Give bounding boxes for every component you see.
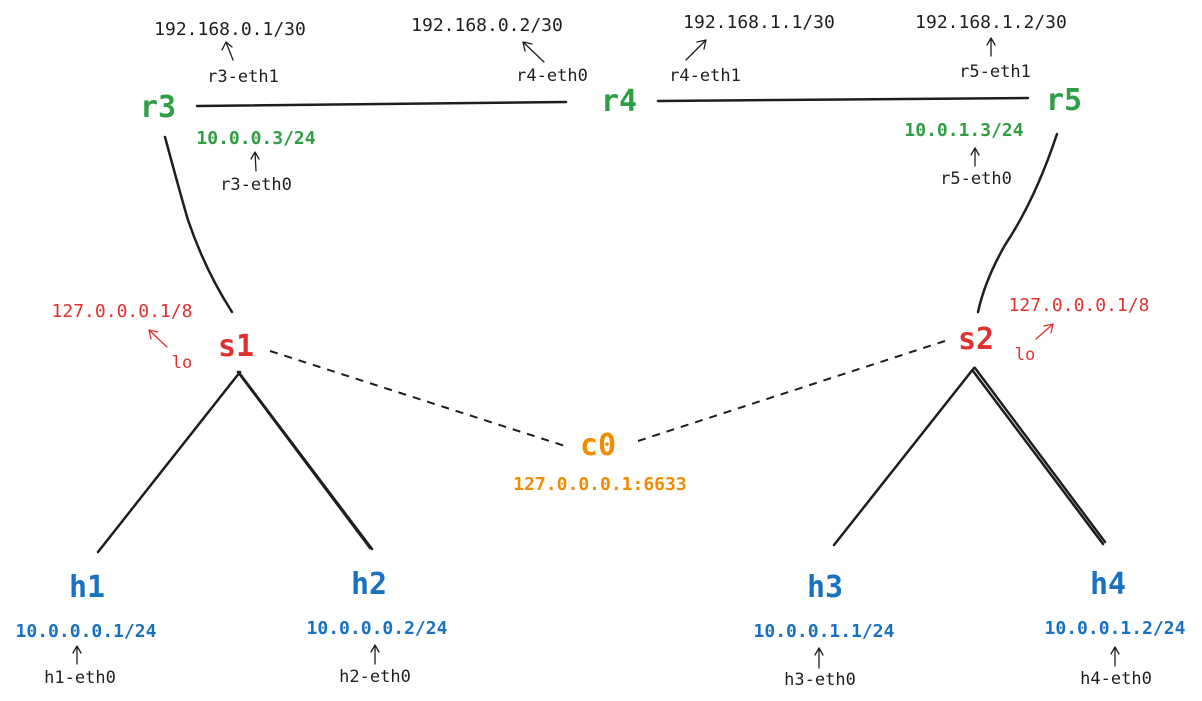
- s1-loopback-ip: 127.0.0.0.1/8: [52, 301, 193, 322]
- control-link-s1-c0: [269, 350, 566, 447]
- link-s2-h3: [832, 366, 976, 547]
- r5-lan-ip: 10.0.1.3/24: [904, 120, 1023, 141]
- host-h2-label: h2: [351, 567, 387, 602]
- link-r3-s1: [163, 135, 234, 314]
- h4-ip: 10.0.0.1.2/24: [1045, 618, 1186, 639]
- switch-s2-label: s2: [958, 322, 994, 357]
- link-s1-h2-stroke2: [236, 370, 372, 550]
- host-h4-label: h4: [1090, 567, 1126, 602]
- host-h3-label: h3: [807, 570, 843, 605]
- r5-wan-iface: r5-eth1: [959, 62, 1031, 82]
- s1-lo-arrow-icon: [148, 329, 168, 348]
- h3-ip: 10.0.0.1.1/24: [754, 621, 895, 642]
- r4-right-ip: 192.168.1.1/30: [683, 12, 835, 33]
- r4-eth1-arrow-icon: [685, 39, 707, 61]
- h3-eth0-arrow-icon: [814, 647, 824, 669]
- r5-eth1-arrow-icon: [986, 37, 996, 57]
- link-r3-r4: [195, 100, 568, 108]
- r3-lan-iface: r3-eth0: [220, 175, 292, 195]
- s1-loopback-iface: lo: [172, 353, 192, 373]
- r5-wan-ip: 192.168.1.2/30: [915, 12, 1067, 33]
- switch-s1-label: s1: [218, 329, 254, 364]
- s2-loopback-ip: 127.0.0.0.1/8: [1009, 295, 1150, 316]
- h1-eth0-arrow-icon: [72, 645, 82, 665]
- control-link-s2-c0: [637, 340, 946, 442]
- link-r5-s2: [976, 132, 1059, 314]
- r3-lan-ip: 10.0.0.3/24: [196, 128, 315, 149]
- router-r5-label: r5: [1046, 83, 1082, 118]
- link-s2-h4: [973, 366, 1107, 544]
- link-s1-h1: [96, 370, 242, 554]
- h2-ip: 10.0.0.0.2/24: [307, 618, 448, 639]
- router-r4-label: r4: [601, 84, 637, 119]
- controller-c0-label: c0: [580, 428, 616, 463]
- r5-lan-iface: r5-eth0: [940, 169, 1012, 189]
- s2-loopback-iface: lo: [1015, 345, 1035, 365]
- h2-iface: h2-eth0: [339, 667, 411, 687]
- h1-iface: h1-eth0: [44, 668, 116, 688]
- host-h1-label: h1: [69, 570, 105, 605]
- s2-lo-arrow-icon: [1035, 323, 1054, 340]
- r3-eth1-arrow-icon: [221, 41, 234, 61]
- h4-eth0-arrow-icon: [1110, 646, 1120, 667]
- router-r3-label: r3: [140, 90, 176, 125]
- h2-eth0-arrow-icon: [370, 644, 380, 665]
- h1-ip: 10.0.0.0.1/24: [16, 621, 157, 642]
- r4-left-ip: 192.168.0.2/30: [411, 15, 563, 36]
- r3-wan-iface: r3-eth1: [207, 67, 279, 87]
- link-s2-h4-stroke2: [971, 369, 1105, 546]
- h3-iface: h3-eth0: [784, 670, 856, 690]
- r3-eth0-arrow-icon: [250, 151, 260, 172]
- r4-left-iface: r4-eth0: [516, 66, 588, 86]
- link-r4-r5: [656, 96, 1030, 103]
- r3-wan-ip: 192.168.0.1/30: [154, 19, 306, 40]
- h4-iface: h4-eth0: [1080, 669, 1152, 689]
- controller-address: 127.0.0.0.1:6633: [513, 474, 686, 495]
- r5-eth0-arrow-icon: [970, 147, 980, 167]
- r4-eth0-arrow-icon: [522, 41, 545, 63]
- r4-right-iface: r4-eth1: [669, 66, 741, 86]
